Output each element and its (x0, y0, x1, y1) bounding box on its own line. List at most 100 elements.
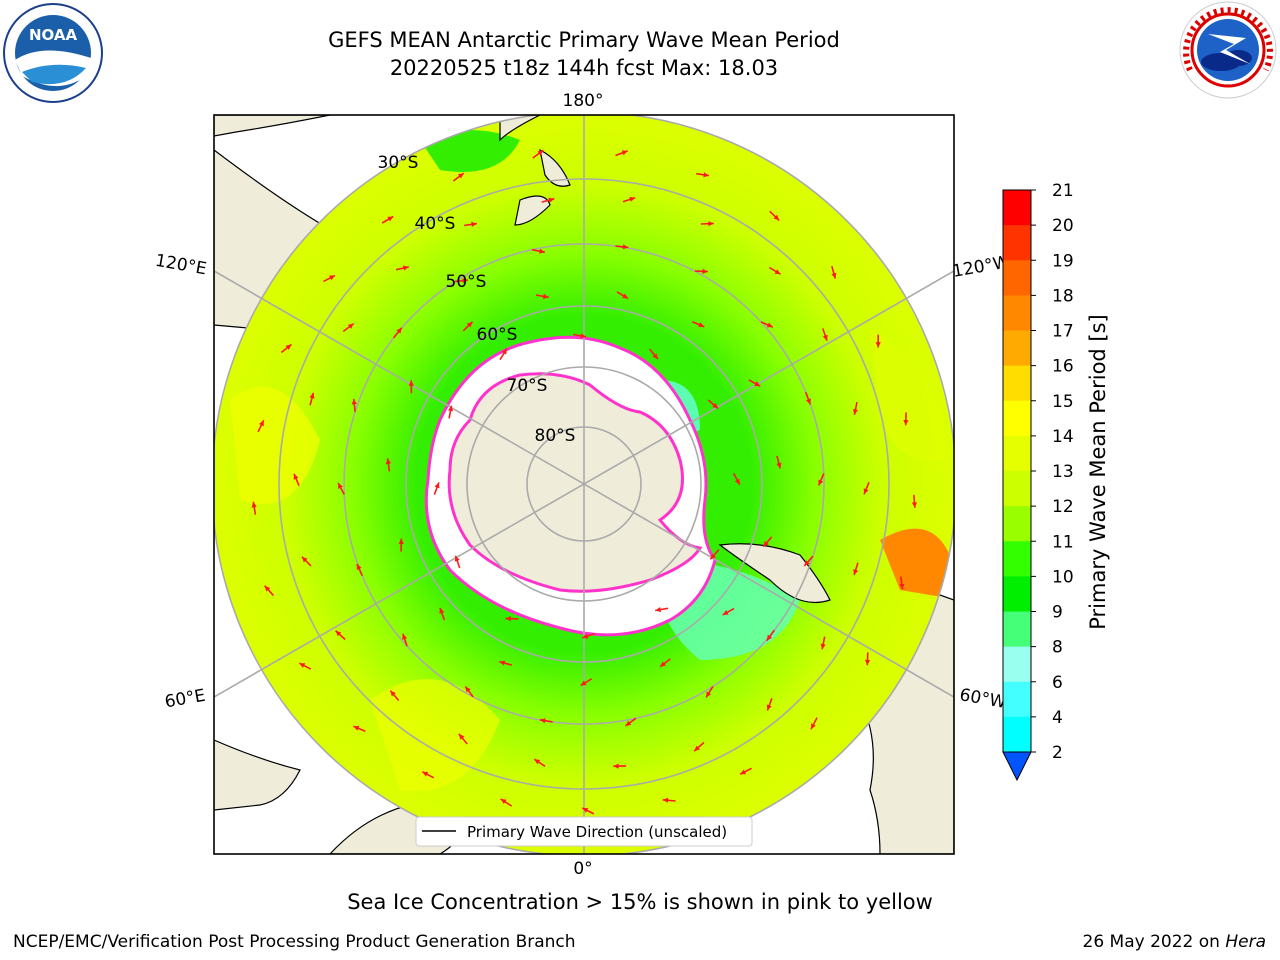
colorbar-segment (1003, 716, 1031, 753)
wave-arrow-head (259, 420, 264, 427)
wave-arrow-head (853, 569, 859, 576)
lat-label-70s: 70°S (507, 376, 548, 396)
period-bands (230, 130, 954, 792)
colorbar-tick-label: 11 (1052, 532, 1074, 552)
wave-arrow-head (454, 555, 460, 562)
colorbar-segment (1003, 681, 1031, 718)
wave-arrow-head (301, 556, 308, 563)
colorbar-tick-label: 16 (1052, 357, 1074, 377)
wave-arrow-head (818, 479, 824, 486)
colorbar-tick-label: 19 (1052, 251, 1074, 271)
wave-arrow-head (804, 560, 810, 566)
colorbar-segment (1003, 330, 1031, 367)
wave-arrow-head (387, 216, 394, 222)
colorbar-segment (1003, 646, 1031, 683)
colorbar-tick-label: 4 (1052, 708, 1063, 728)
wave-arrow-head (734, 478, 740, 485)
map-frame (213, 114, 955, 855)
colorbar-segment (1003, 611, 1031, 648)
date-text: 26 May 2022 on (1082, 932, 1220, 952)
wave-arrow-head (582, 633, 589, 639)
lat-label-40s: 40°S (415, 214, 456, 234)
wave-arrow-head (338, 483, 343, 489)
wave-arrow-head (471, 221, 477, 227)
wave-arrow-head (457, 173, 464, 179)
wave-arrow-head (353, 725, 360, 731)
wave-arrow-head (390, 690, 396, 697)
colorbar-segment (1003, 506, 1031, 542)
wave-arrow-head (396, 327, 402, 334)
colorbar-tick-label: 14 (1052, 427, 1074, 447)
chart-title: GEFS MEAN Antarctic Primary Wave Mean Pe… (328, 28, 840, 52)
lon-label-60e: 60°E (163, 686, 207, 713)
wave-arrow-head (548, 197, 555, 203)
colorbar-tick-label: 9 (1052, 603, 1063, 623)
wave-arrow-head (766, 634, 773, 641)
wave-arrow-head (356, 564, 362, 570)
wave-arrow-head (501, 348, 507, 355)
wave-arrow-head (351, 398, 357, 405)
wave-arrow-head (402, 265, 409, 271)
colorbar-segment (1003, 190, 1031, 226)
legend-label: Primary Wave Direction (unscaled) (467, 823, 727, 841)
wave-arrow-head (398, 538, 404, 544)
wave-arrow-head (539, 718, 546, 724)
wave-arrow-head (582, 808, 589, 813)
wave-arrow-head (811, 723, 816, 730)
lat-label-50s: 50°S (446, 272, 487, 292)
colorbar-extension (1002, 751, 1032, 782)
wave-arrow-head (329, 275, 335, 281)
colorbar-tick-label: 13 (1052, 462, 1074, 482)
wave-arrow-head (293, 473, 299, 480)
land-masses (499, 115, 831, 604)
lat-label-30s: 30°S (378, 153, 419, 173)
colorbar-segment (1003, 541, 1031, 577)
wave-arrow-head (434, 482, 440, 489)
wave-arrow-head (402, 633, 408, 640)
wave-direction-arrows (251, 149, 917, 815)
host-name: Hera (1225, 932, 1266, 952)
colorbar-segment (1003, 471, 1031, 507)
wave-arrow-head (864, 659, 871, 666)
colorbar-tick-label: 17 (1052, 322, 1074, 342)
wave-arrow-head (542, 293, 549, 299)
wave-arrow-head (852, 409, 858, 415)
wave-arrow-head (466, 321, 473, 328)
wave-arrow-head (539, 248, 545, 254)
noaa-logo: NOAA (3, 3, 103, 103)
wave-arrow-head (652, 353, 658, 360)
wave-arrow-head (660, 661, 666, 667)
wave-arrow-head (465, 686, 471, 693)
wave-arrow-head (580, 680, 587, 686)
colorbar-segment (1003, 295, 1031, 331)
colorbar-segment (1003, 365, 1031, 402)
wave-arrow-head (505, 616, 511, 622)
wave-arrow-head (439, 607, 445, 614)
credit-line: NCEP/EMC/Verification Post Processing Pr… (13, 932, 576, 952)
nws-logo (1179, 1, 1277, 99)
wave-arrow-head (285, 344, 292, 350)
wave-arrow-head (710, 553, 716, 560)
wave-arrow-head (706, 691, 712, 698)
lon-label-60w: 60°W (958, 685, 1008, 713)
wave-arrow-head (500, 798, 507, 804)
wave-arrow-head (462, 278, 468, 284)
wave-arrow-head (625, 720, 632, 726)
colorbar-segment (1003, 400, 1031, 437)
wave-arrow-head (766, 704, 772, 711)
wave-arrow-head (534, 759, 541, 765)
wave-arrow-head (622, 244, 629, 250)
colorbar-tick-label: 6 (1052, 673, 1063, 693)
wave-arrow-head (458, 733, 465, 740)
wave-arrow-head (703, 172, 709, 178)
wave-arrow-head (712, 403, 719, 409)
wave-arrow-head (694, 745, 700, 752)
sea-ice-note: Sea Ice Concentration > 15% is shown in … (347, 890, 933, 914)
wave-arrow-head (655, 607, 661, 613)
wave-arrow-head (309, 392, 315, 399)
wave-arrow-head (385, 458, 391, 465)
colorbar-tick-label: 21 (1052, 181, 1074, 201)
colorbar-segment (1003, 576, 1031, 612)
wave-arrow-head (863, 488, 869, 495)
